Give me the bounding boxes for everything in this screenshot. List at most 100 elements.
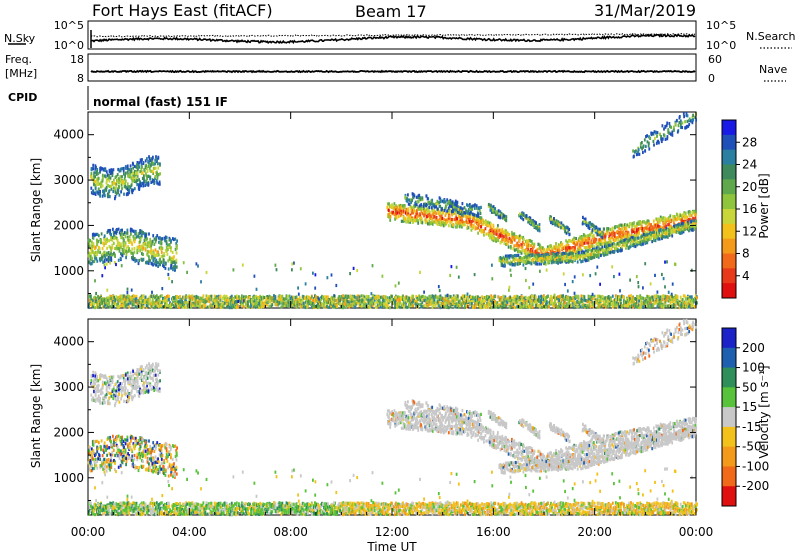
power-cell [478,206,481,211]
power-cell [111,299,114,303]
power-cell [419,217,421,221]
power-cell [438,200,441,205]
power-cell [455,202,458,206]
power-cell [146,253,149,257]
power-cell [138,186,141,190]
power-cell [527,256,530,260]
power-cell [118,249,121,253]
power-cell [623,227,626,231]
power-cell [671,234,674,238]
power-cell [520,245,523,249]
power-cell [93,183,95,187]
power-cell [587,234,590,238]
power-cell [215,298,218,303]
power-cell [641,227,644,231]
power-cell [628,224,631,229]
power-cell [116,173,119,177]
power-cell [635,241,637,245]
freq-traces [90,69,696,74]
power-cell [579,257,581,261]
power-cell [159,294,162,298]
power-cell [96,238,99,242]
power-cell [435,202,438,206]
power-cell [499,216,502,220]
power-cell [220,302,223,306]
power-cell [112,241,115,245]
power-cell [106,193,109,197]
power-cell [158,295,161,299]
power-cell [533,220,536,224]
power-cell [635,234,638,238]
power-cell [111,296,114,300]
power-cell [150,256,153,260]
power-cell [211,303,214,307]
power-cell [626,243,628,247]
power-cell [611,242,614,246]
power-cell [151,295,154,299]
power-cell [90,240,93,244]
power-cell [443,198,446,202]
power-cell [114,230,117,234]
power-cell [130,296,133,300]
power-cell [102,300,104,304]
power-cell [476,219,478,223]
power-cell [160,260,163,264]
power-cell [150,247,152,251]
nsky-label: N.Sky [4,32,36,45]
power-cell [505,242,507,246]
power-cell [94,167,97,171]
power-cell [575,237,577,241]
power-cell [127,185,129,189]
power-cell [175,260,178,264]
power-cell [115,231,118,235]
power-cell [229,297,232,302]
power-cell [494,207,497,211]
power-cell [470,205,472,209]
power-cell [204,298,207,302]
power-cell [529,239,531,243]
power-cell [422,204,425,208]
power-cell [175,258,178,262]
power-cell [596,249,599,253]
power-cell [695,118,697,122]
power-cell [647,238,649,242]
power-cell [573,257,576,261]
power-cell [404,193,407,198]
power-cell [457,221,460,225]
power-cell [127,302,130,306]
power-cell [534,258,537,262]
power-cell [584,234,587,238]
power-cell [587,244,590,248]
power-cell [611,250,613,254]
power-cell [92,163,95,167]
power-cell [504,231,506,235]
power-cell [635,225,637,229]
power-cell [112,297,115,301]
power-cell [162,258,165,262]
power-cell [209,296,212,300]
power-cell [182,305,184,309]
nsearch-trace [90,32,696,38]
power-cell [153,262,156,266]
power-cell [410,200,412,204]
power-cell [620,240,623,244]
power-cell [597,248,600,252]
power-cell [425,194,428,198]
power-cell [643,232,645,236]
power-cell [113,236,116,241]
power-cell [87,254,90,258]
power-cell [624,241,627,245]
power-cell [581,254,583,258]
power-cell [667,219,670,223]
power-cell [109,228,112,233]
power-cell [502,255,505,259]
power-cell [543,247,545,251]
power-cell [286,295,289,299]
power-cell [685,124,688,129]
power-cell [646,221,648,225]
power-cell [553,253,556,257]
power-cell [583,254,585,258]
power-cell [639,222,641,226]
power-cell [624,223,626,227]
power-cell [457,208,460,212]
